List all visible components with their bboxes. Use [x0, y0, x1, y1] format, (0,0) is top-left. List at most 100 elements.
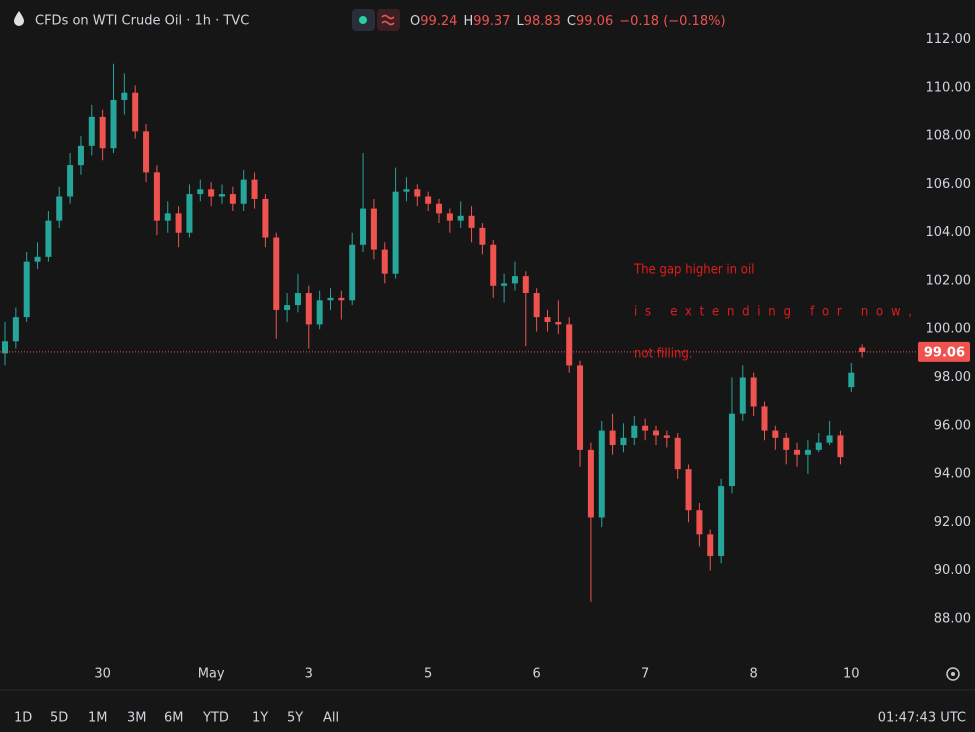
- candle-body: [219, 194, 225, 197]
- x-tick-label: May: [198, 667, 225, 682]
- candle-body: [739, 377, 746, 414]
- y-tick-label: 98.00: [934, 370, 971, 385]
- candle-body: [728, 413, 735, 487]
- y-tick-label: 94.00: [934, 467, 971, 482]
- candle-body: [153, 172, 160, 221]
- x-tick-label: 7: [641, 667, 649, 682]
- candle-body: [609, 430, 616, 446]
- y-tick-label: 104.00: [926, 225, 972, 240]
- candle-body: [511, 276, 518, 284]
- candle-body: [294, 293, 301, 306]
- candle-body: [414, 189, 421, 197]
- y-tick-label: 110.00: [926, 80, 972, 95]
- candle-body: [45, 220, 52, 257]
- candle-body: [23, 261, 30, 318]
- timeframe-button[interactable]: All: [323, 711, 339, 726]
- candle-body: [859, 347, 866, 352]
- settings-icon-center[interactable]: [951, 672, 955, 676]
- ohlc-label: C: [567, 14, 576, 29]
- candle-body: [718, 486, 725, 557]
- timeframe-button[interactable]: 6M: [164, 711, 184, 726]
- candle-body: [360, 208, 367, 245]
- candle-body: [208, 189, 215, 197]
- candle-body: [533, 293, 540, 318]
- y-tick-label: 90.00: [934, 563, 971, 578]
- annotation: not filling.: [634, 347, 693, 362]
- x-tick-label: 30: [94, 667, 111, 682]
- candle-body: [229, 194, 236, 204]
- candle-body: [587, 449, 594, 518]
- candle-body: [794, 449, 801, 455]
- candle-body: [12, 317, 19, 342]
- candle-body: [566, 324, 573, 366]
- candle-body: [696, 510, 703, 535]
- candle-body: [67, 165, 74, 197]
- timeframe-button[interactable]: 1D: [14, 711, 32, 726]
- candle-body: [143, 131, 150, 173]
- x-tick-label: 3: [305, 667, 313, 682]
- candle-body: [56, 196, 63, 221]
- candle-body: [804, 449, 811, 455]
- candle-body: [349, 244, 356, 301]
- candle-body: [685, 469, 692, 511]
- candle-body: [403, 189, 410, 192]
- candle-body: [501, 283, 508, 286]
- candle-body: [707, 534, 714, 557]
- timeframe-button[interactable]: 5Y: [287, 711, 303, 726]
- x-tick-label: 10: [843, 667, 860, 682]
- candle-body: [479, 227, 486, 245]
- candle-body: [251, 179, 258, 199]
- candle-body: [663, 435, 670, 438]
- candle-body: [110, 99, 117, 149]
- y-tick-label: 92.00: [934, 515, 971, 530]
- clock: 01:47:43 UTC: [878, 711, 966, 726]
- candle-body: [837, 435, 844, 458]
- candle-body: [338, 297, 345, 301]
- candle-body: [468, 215, 475, 228]
- mode-box: [377, 9, 400, 31]
- timeframe-button[interactable]: 3M: [127, 711, 147, 726]
- candle-body: [370, 208, 377, 250]
- candle-body: [316, 300, 323, 325]
- y-tick-label: 96.00: [934, 418, 971, 433]
- y-tick-label: 100.00: [926, 322, 972, 337]
- ohlc-label: H: [463, 14, 473, 29]
- last-price-tag: [918, 341, 970, 362]
- candle-body: [848, 372, 855, 388]
- symbol-title: CFDs on WTI Crude Oil · 1h · TVC: [35, 14, 249, 29]
- candle-body: [381, 249, 388, 274]
- x-tick-label: 8: [750, 667, 758, 682]
- timeframe-button[interactable]: YTD: [202, 711, 229, 726]
- candle-body: [175, 213, 182, 233]
- status-dot: [359, 16, 367, 24]
- candle-body: [436, 203, 442, 214]
- candle-body: [544, 317, 551, 322]
- annotation: The gap higher in oil: [633, 263, 754, 278]
- timeframe-button[interactable]: 1Y: [252, 711, 268, 726]
- y-tick-label: 108.00: [926, 129, 972, 144]
- timeframe-button[interactable]: 5D: [50, 711, 68, 726]
- candle-body: [620, 437, 627, 446]
- candle-body: [164, 213, 171, 221]
- candle-body: [327, 297, 334, 301]
- candle-body: [284, 305, 291, 310]
- candle-body: [2, 341, 8, 354]
- candle-body: [273, 237, 280, 310]
- y-tick-label: 106.00: [926, 177, 972, 192]
- candle-body: [34, 256, 41, 262]
- candle-body: [750, 377, 757, 407]
- ohlc-legend: O99.24 H99.37 L98.83 C99.06 −0.18 (−0.18%): [410, 14, 726, 29]
- candle-body: [262, 198, 269, 238]
- y-tick-label: 112.00: [926, 32, 972, 47]
- timeframe-button[interactable]: 1M: [88, 711, 108, 726]
- candle-body: [305, 293, 312, 325]
- candle-body: [186, 194, 193, 233]
- x-tick-label: 6: [533, 667, 541, 682]
- y-tick-label: 88.00: [934, 611, 971, 626]
- drop-icon: [14, 11, 24, 26]
- candle-body: [761, 406, 768, 431]
- settings-icon[interactable]: [946, 667, 960, 681]
- candle-body: [631, 425, 638, 438]
